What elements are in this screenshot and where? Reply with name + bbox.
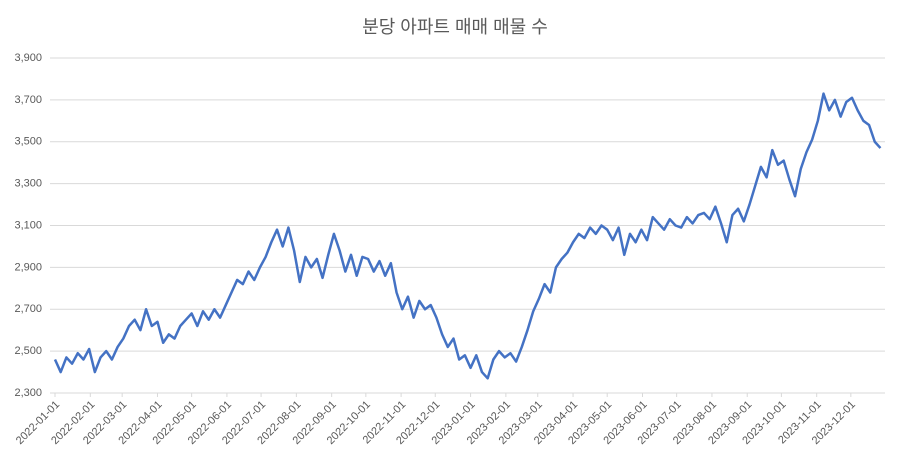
chart-title: 분당 아파트 매매 매물 수: [362, 17, 548, 37]
y-tick-label: 3,500: [14, 136, 42, 148]
y-tick-label: 2,700: [14, 303, 42, 315]
y-tick-label: 2,300: [14, 387, 42, 399]
y-tick-label: 2,900: [14, 261, 42, 273]
y-tick-label: 2,500: [14, 345, 42, 357]
data-line: [53, 92, 882, 380]
y-tick-label: 3,100: [14, 219, 42, 231]
y-tick-label: 3,300: [14, 178, 42, 190]
y-tick-label: 3,900: [14, 52, 42, 64]
y-tick-label: 3,700: [14, 94, 42, 106]
